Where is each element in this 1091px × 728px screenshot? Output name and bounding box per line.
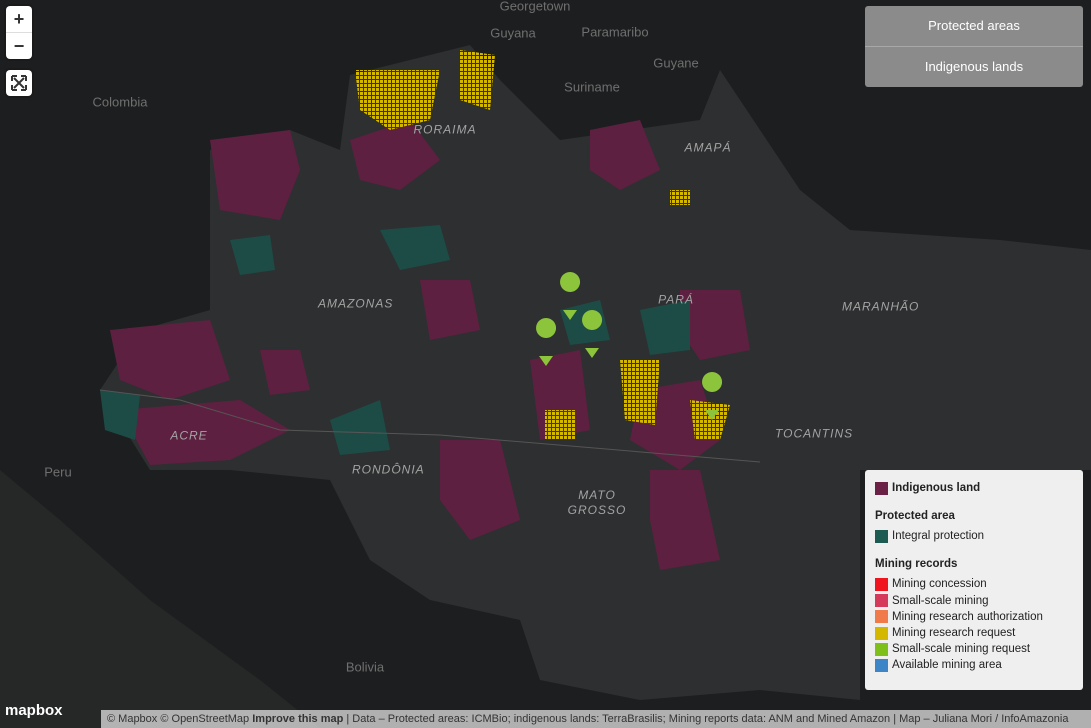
state-label: TOCANTINS — [775, 426, 854, 441]
legend-label: Mining research request — [892, 627, 1016, 640]
legend-item: Mining research request — [875, 625, 1073, 641]
state-label: MATO GROSSO — [567, 488, 627, 517]
terrain — [0, 470, 320, 728]
legend-label: Available mining area — [892, 659, 1002, 672]
legend-label: Mining research authorization — [892, 610, 1043, 623]
state-borders — [99, 389, 761, 463]
legend: Indigenous land Protected area Integral … — [865, 470, 1083, 690]
legend-swatch — [875, 642, 888, 656]
legend-item: Mining concession — [875, 576, 1073, 592]
place-label: Guyane — [653, 55, 699, 71]
legend-item: Small-scale mining — [875, 593, 1073, 609]
state-label: MARANHÃO — [842, 299, 920, 314]
attribution-sources: | Data – Protected areas: ICMBio; indige… — [346, 713, 1069, 725]
state-label: ACRE — [170, 428, 208, 443]
place-label: Peru — [44, 464, 72, 480]
state-label: AMAPÁ — [684, 140, 732, 155]
fullscreen-button[interactable] — [6, 70, 32, 96]
layer-switcher: Protected areas Indigenous lands — [865, 6, 1083, 87]
zoom-in-button[interactable]: + — [6, 6, 32, 33]
zoom-out-button[interactable]: − — [13, 36, 25, 56]
state-label: RONDÔNIA — [352, 462, 425, 477]
amazon-region — [100, 45, 1091, 700]
improve-map-link[interactable]: Improve this map — [252, 713, 344, 725]
mapbox-logo[interactable]: mapbox — [5, 702, 63, 719]
legend-label: Small-scale mining request — [892, 643, 1031, 656]
legend-item: Available mining area — [875, 657, 1073, 673]
place-label: Paramaribo — [581, 24, 649, 40]
zoom-controls: + − — [6, 6, 32, 59]
legend-swatch — [875, 577, 888, 591]
mining-requests — [355, 50, 730, 440]
legend-indigenous: Indigenous land — [875, 480, 1073, 496]
legend-item: Integral protection — [875, 528, 1073, 544]
place-label: Bolivia — [345, 659, 385, 675]
legend-item: Small-scale mining request — [875, 641, 1073, 657]
state-label: PARÁ — [658, 292, 694, 307]
legend-label: Small-scale mining — [892, 594, 989, 607]
map-markers[interactable] — [536, 272, 723, 420]
legend-label: Indigenous land — [892, 482, 981, 495]
legend-swatch — [875, 626, 888, 640]
legend-swatch — [875, 658, 888, 672]
fullscreen-icon — [11, 75, 27, 91]
place-label: Guyana — [490, 25, 536, 41]
legend-swatch — [875, 481, 888, 495]
legend-label: Mining concession — [892, 578, 987, 591]
indigenous-areas — [110, 120, 750, 570]
legend-swatch — [875, 529, 888, 543]
legend-group: Integral protection — [875, 528, 1073, 544]
state-label: RORAIMA — [413, 122, 477, 137]
layer-button[interactable]: Protected areas — [865, 6, 1083, 47]
place-label: Georgetown — [499, 0, 571, 14]
legend-section-title: Protected area — [875, 510, 955, 523]
legend-group: Mining concession Small-scale mining Minin… — [875, 576, 1073, 673]
legend-swatch — [875, 610, 888, 624]
legend-swatch — [875, 594, 888, 608]
legend-label: Integral protection — [892, 530, 985, 543]
state-label: AMAZONAS — [318, 296, 394, 311]
attribution-credits[interactable]: © Mapbox © OpenStreetMap — [107, 713, 250, 725]
place-label: Colombia — [92, 94, 148, 110]
attribution: © Mapbox © OpenStreetMap Improve this ma… — [101, 710, 1091, 728]
layer-button[interactable]: Indigenous lands — [924, 59, 1024, 74]
legend-item: Mining research authorization — [875, 609, 1073, 625]
protected-areas — [100, 225, 690, 455]
place-label: Suriname — [564, 79, 620, 95]
legend-section-title: Mining records — [875, 558, 958, 571]
